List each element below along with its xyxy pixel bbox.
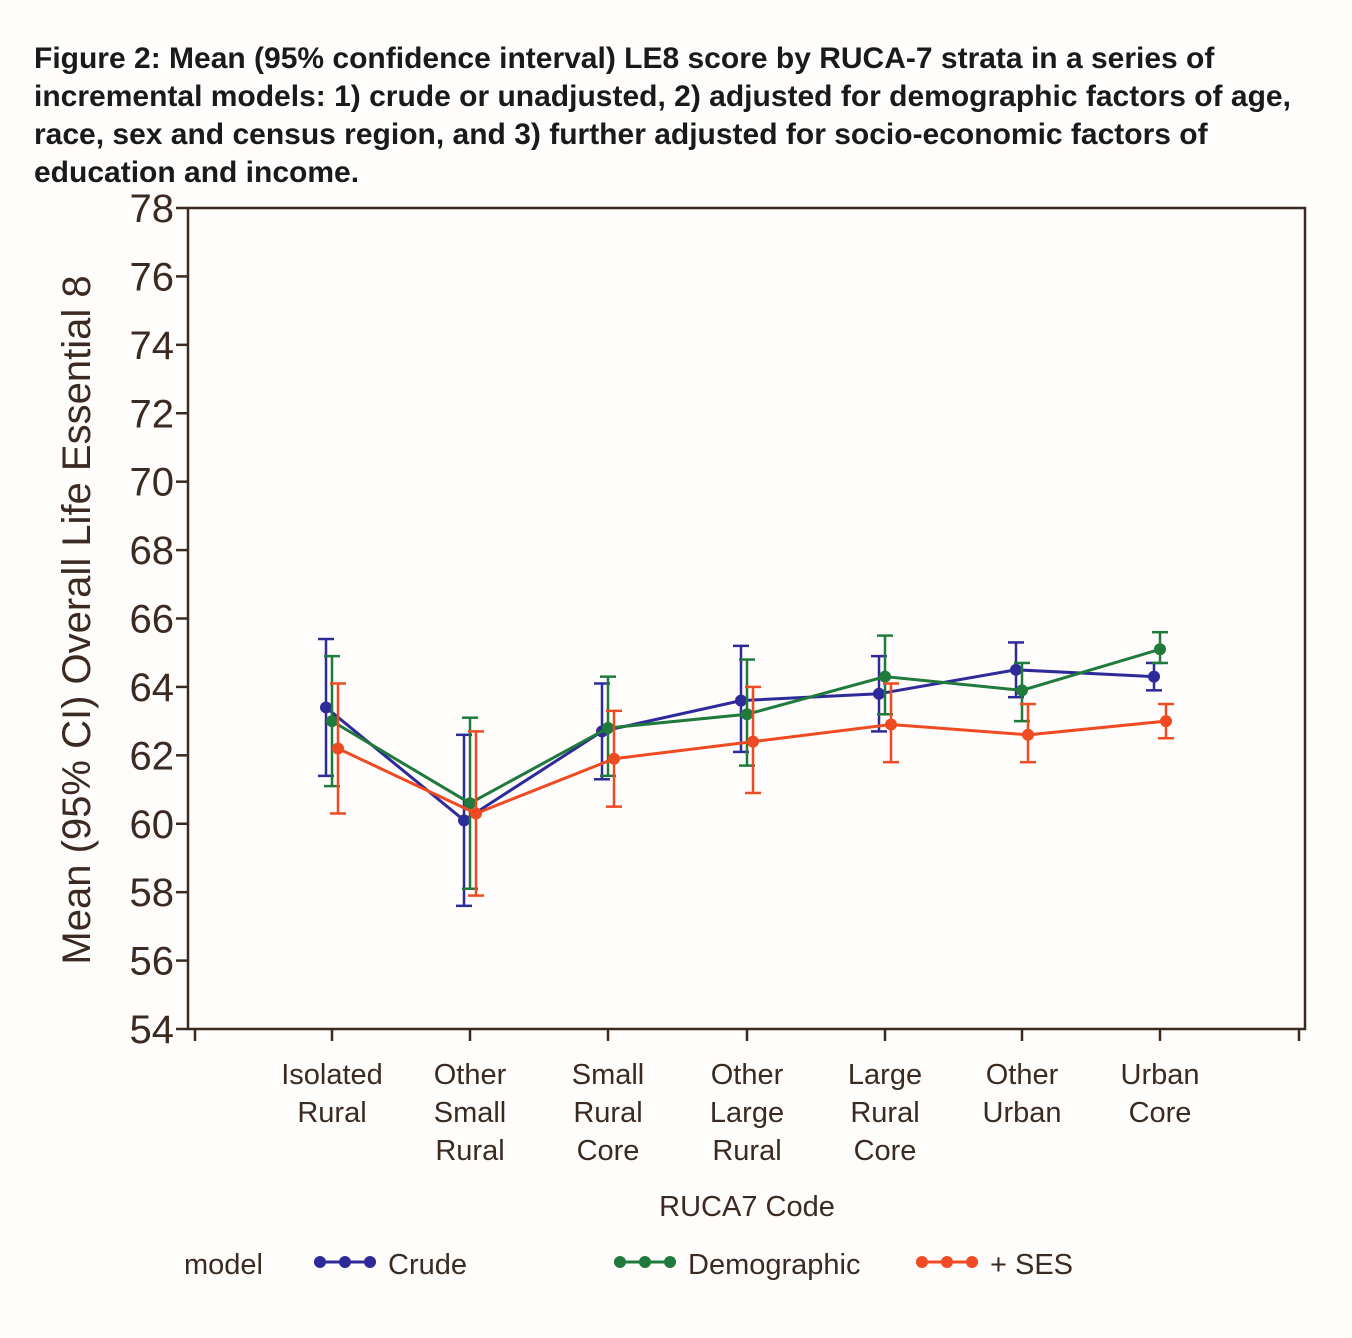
data-point <box>873 687 885 700</box>
data-point <box>602 721 614 734</box>
y-tick-label: 78 <box>130 187 175 231</box>
series-demographic <box>324 630 1168 890</box>
series-crude <box>318 637 1162 908</box>
y-tick-label: 66 <box>130 598 175 642</box>
x-tick-label: Other Large Rural <box>710 1059 784 1167</box>
data-point <box>885 718 897 731</box>
legend: model Crude Demographic + SES <box>184 1249 1073 1281</box>
y-tick-label: 72 <box>130 392 175 436</box>
y-tick-label: 74 <box>130 324 175 368</box>
y-tick-label: 56 <box>130 940 175 984</box>
y-axis-label: Mean (95% CI) Overall Life Essential 8 <box>55 275 99 964</box>
data-point <box>879 670 891 683</box>
data-point <box>470 807 482 820</box>
data-point <box>1016 684 1028 697</box>
data-point <box>464 797 476 810</box>
y-tick-label: 58 <box>130 871 175 915</box>
data-point <box>320 701 332 714</box>
data-point <box>1010 663 1022 676</box>
data-point <box>1022 728 1034 741</box>
legend-item: + SES <box>916 1249 1073 1281</box>
data-point <box>735 694 747 707</box>
data-point <box>458 814 470 827</box>
data-point <box>747 735 759 748</box>
plot-frame <box>186 206 1307 1031</box>
x-tick-label: Other Small Rural <box>434 1059 507 1167</box>
legend-label: + SES <box>990 1249 1073 1281</box>
series-ses <box>330 682 1174 897</box>
x-tick-label: Other Urban <box>983 1059 1062 1129</box>
series-layer <box>318 630 1174 908</box>
legend-item: Crude <box>314 1249 467 1281</box>
data-point <box>1148 670 1160 683</box>
data-point <box>1160 715 1172 728</box>
figure-caption: Figure 2: Mean (95% confidence interval)… <box>34 42 1291 189</box>
y-tick-label: 70 <box>130 461 175 505</box>
x-tick-label: Isolated Rural <box>281 1059 383 1129</box>
data-point <box>326 715 338 728</box>
data-point <box>1154 643 1166 656</box>
legend-item: Demographic <box>614 1249 860 1281</box>
y-axis: 54 56 58 60 62 64 66 68 70 72 74 76 78 <box>130 187 188 1052</box>
x-axis-label: RUCA7 Code <box>659 1191 835 1223</box>
x-axis: Isolated Rural Other Small Rural Small Rural Co… <box>193 1029 1301 1167</box>
y-tick-label: 76 <box>130 255 175 299</box>
x-tick-label: Large Rural Core <box>848 1059 922 1167</box>
data-point <box>332 742 344 755</box>
data-point <box>741 708 753 721</box>
y-tick-label: 54 <box>130 1008 175 1052</box>
legend-label: Demographic <box>688 1249 860 1281</box>
legend-title: model <box>184 1249 263 1281</box>
x-tick-label: Urban Core <box>1121 1059 1200 1129</box>
y-tick-label: 60 <box>130 803 175 847</box>
x-tick-label: Small Rural Core <box>572 1059 645 1167</box>
legend-label: Crude <box>388 1249 467 1281</box>
y-tick-label: 68 <box>130 529 175 573</box>
y-tick-label: 64 <box>130 666 175 710</box>
data-point <box>608 752 620 765</box>
y-tick-label: 62 <box>130 734 175 778</box>
